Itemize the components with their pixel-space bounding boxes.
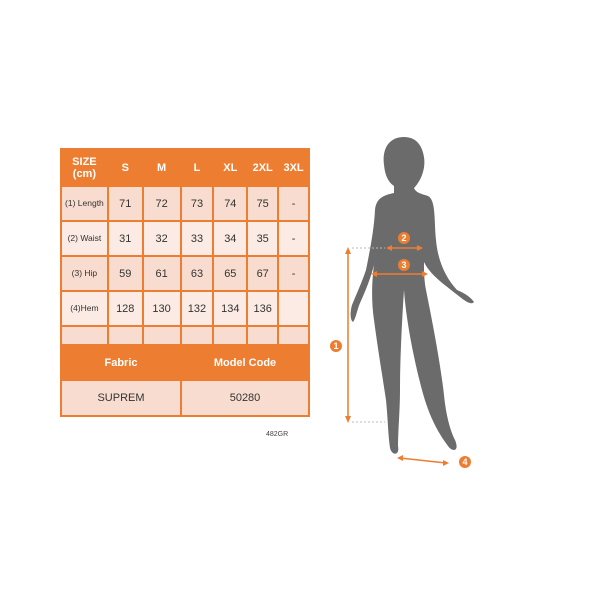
marker-2-label: 2 [401, 233, 406, 243]
empty-cell [107, 326, 143, 345]
row-label: (2) Waist [61, 221, 108, 256]
row-label: (1) Length [61, 186, 108, 221]
fabric-value-row: SUPREM 50280 [61, 380, 309, 416]
col-2xl: 2XL [247, 149, 279, 186]
table-row: (2) Waist 31 32 33 34 35- [61, 221, 309, 256]
size-value-cell: 63 [180, 256, 214, 291]
empty-cell [247, 326, 279, 345]
marker-3 [398, 259, 410, 271]
size-value-cell: 35 [247, 221, 279, 256]
size-value-cell: 75 [247, 186, 279, 221]
size-value-cell: 136 [247, 291, 279, 326]
model-code-value: 50280 [181, 380, 309, 416]
size-value-cell: 31 [107, 221, 143, 256]
size-value-cell: - [278, 186, 309, 221]
col-3xl: 3XL [278, 149, 309, 186]
marker-1-label: 1 [333, 341, 338, 351]
row-label: (4)Hem [61, 291, 108, 326]
col-l: L [180, 149, 214, 186]
empty-cell [61, 326, 108, 345]
col-s: S [107, 149, 143, 186]
col-xl: XL [213, 149, 248, 186]
size-value-cell: 34 [213, 221, 248, 256]
size-value-cell: 74 [213, 186, 248, 221]
hem-arrow [399, 457, 447, 464]
size-value-cell: 59 [107, 256, 143, 291]
empty-cell [278, 326, 309, 345]
silhouette [350, 137, 474, 454]
empty-cell [180, 326, 214, 345]
model-code-label: Model Code [181, 345, 309, 380]
header-row: SIZE (cm) S M L XL 2XL 3XL [61, 149, 309, 186]
marker-4 [459, 456, 471, 468]
table-row: (4)Hem 128 130 132 134 136 [61, 291, 309, 326]
size-value-cell: 134 [213, 291, 248, 326]
size-value-cell: 72 [142, 186, 181, 221]
empty-cell [213, 326, 248, 345]
size-value-cell: 32 [142, 221, 181, 256]
col-m: M [142, 149, 181, 186]
fabric-value: SUPREM [61, 380, 181, 416]
marker-3-label: 3 [401, 260, 406, 270]
marker-1 [330, 340, 342, 352]
size-value-cell: 71 [107, 186, 143, 221]
size-value-cell: 132 [180, 291, 214, 326]
size-header: SIZE (cm) [61, 149, 108, 186]
marker-2 [398, 232, 410, 244]
size-value-cell: 130 [142, 291, 181, 326]
size-value-cell: 128 [107, 291, 143, 326]
size-value-cell: - [278, 256, 309, 291]
empty-cell [142, 326, 181, 345]
size-value-cell: 67 [247, 256, 279, 291]
product-code: 482GR [266, 431, 289, 438]
size-value-cell: - [278, 221, 309, 256]
size-value-cell: 33 [180, 221, 214, 256]
size-value-cell [278, 291, 309, 326]
row-label: (3) Hip [61, 256, 108, 291]
table-row: (1) Length 71 72 73 74 75- [61, 186, 309, 221]
fabric-label: Fabric [61, 345, 181, 380]
size-value-cell: 61 [142, 256, 181, 291]
size-value-cell: 73 [180, 186, 214, 221]
marker-4-label: 4 [462, 457, 467, 467]
size-chart-table: SIZE (cm) S M L XL 2XL 3XL (1) Length 71 7… [60, 148, 310, 417]
table-row: (3) Hip 59 61 63 65 67- [61, 256, 309, 291]
empty-row [61, 326, 309, 345]
fabric-header-row: Fabric Model Code [61, 345, 309, 380]
size-value-cell: 65 [213, 256, 248, 291]
